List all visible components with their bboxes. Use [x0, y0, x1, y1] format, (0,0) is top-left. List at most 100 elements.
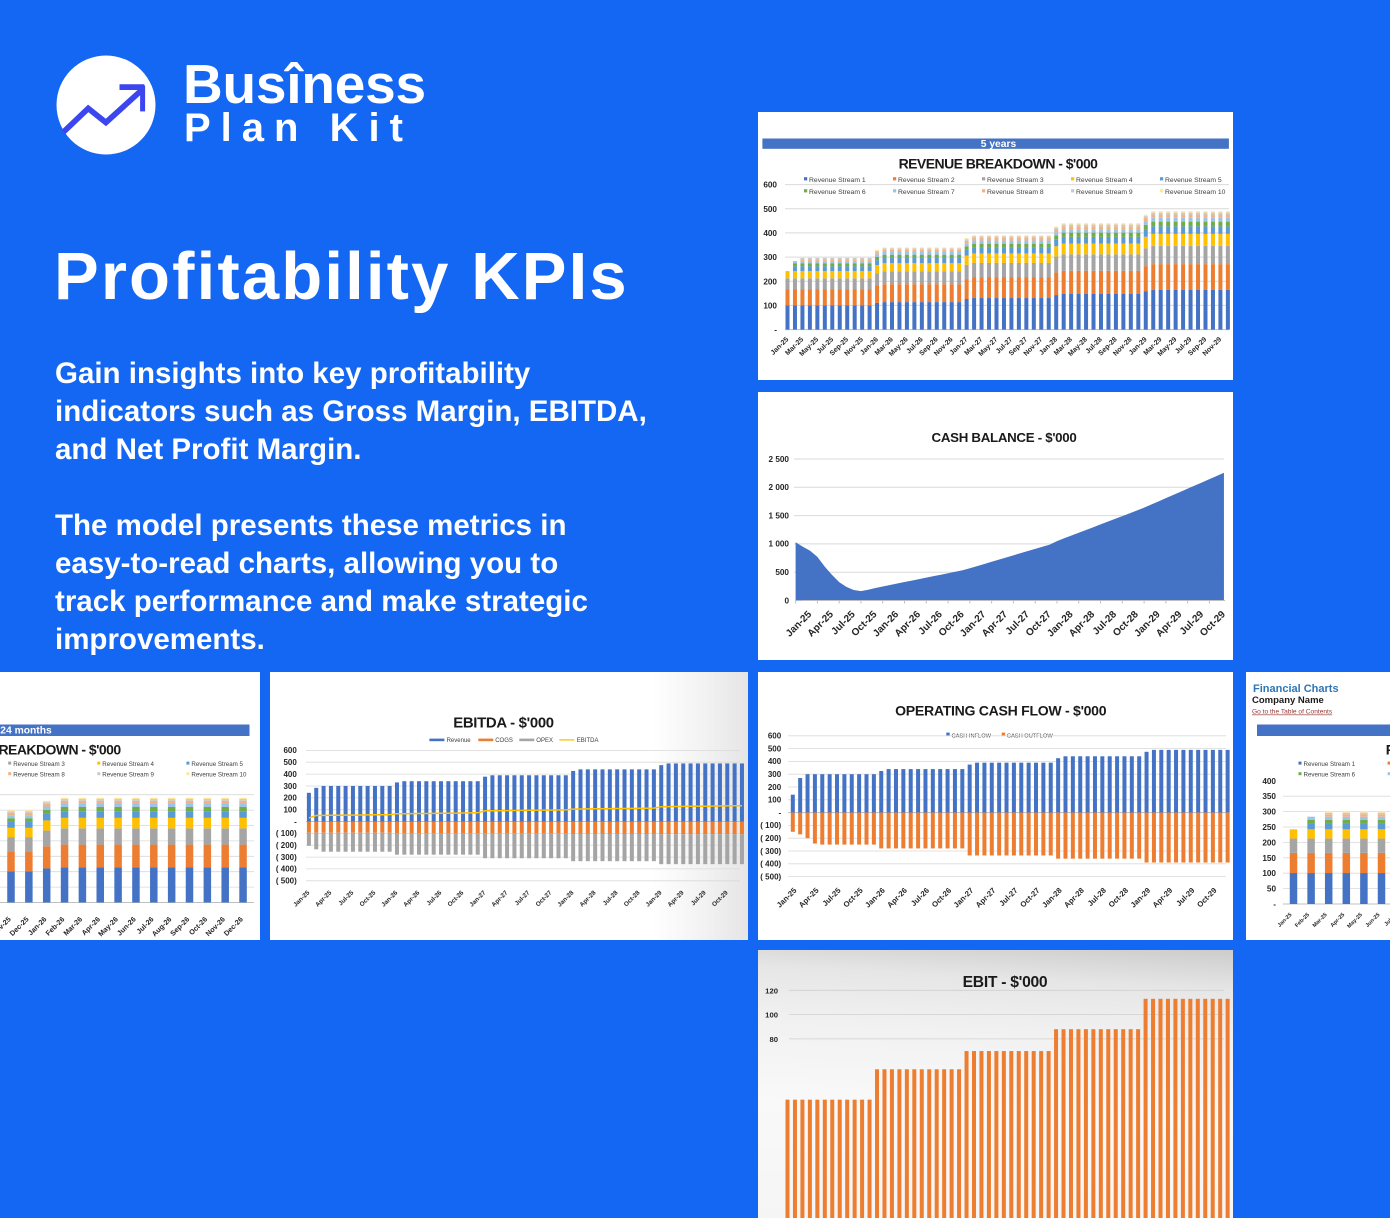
- svg-text:100: 100: [283, 806, 297, 815]
- svg-text:( 100): ( 100): [760, 821, 781, 830]
- svg-text:Apr-28: Apr-28: [1062, 885, 1086, 909]
- svg-text:200: 200: [768, 783, 782, 792]
- svg-text:Revenue Stream 7: Revenue Stream 7: [898, 189, 955, 196]
- svg-text:Oct-25: Oct-25: [358, 889, 377, 908]
- svg-text:Revenue Stream 8: Revenue Stream 8: [13, 772, 65, 779]
- svg-text:-: -: [1273, 900, 1276, 909]
- svg-text:Apr-27: Apr-27: [974, 886, 998, 910]
- svg-text:Financial Charts: Financial Charts: [1253, 683, 1339, 695]
- svg-text:May-25: May-25: [1346, 912, 1363, 929]
- svg-text:2 500: 2 500: [769, 455, 790, 464]
- svg-text:( 200): ( 200): [760, 834, 781, 843]
- svg-text:200: 200: [763, 277, 777, 286]
- svg-text:Apr-26: Apr-26: [402, 889, 421, 908]
- svg-text:Jul-27: Jul-27: [997, 886, 1019, 908]
- svg-text:Oct-29: Oct-29: [1198, 609, 1228, 639]
- svg-text:Oct-28: Oct-28: [1107, 885, 1131, 909]
- svg-text:EBITDA - $'000: EBITDA - $'000: [453, 716, 554, 732]
- svg-text:Jan-26: Jan-26: [380, 889, 399, 908]
- svg-text:Dec-25: Dec-25: [8, 915, 31, 938]
- svg-text:Nov-26: Nov-26: [204, 915, 227, 938]
- svg-text:Revenue Stream 4: Revenue Stream 4: [102, 761, 154, 768]
- svg-text:120: 120: [765, 986, 778, 995]
- svg-text:600: 600: [768, 732, 782, 741]
- svg-text:Oct-25: Oct-25: [841, 885, 865, 909]
- svg-text:Revenue Stream 3: Revenue Stream 3: [987, 177, 1044, 184]
- svg-text:Mar-25: Mar-25: [1312, 912, 1329, 929]
- svg-text:Feb-26: Feb-26: [44, 915, 67, 938]
- svg-text:OPERATING CASH FLOW - $'000: OPERATING CASH FLOW - $'000: [895, 703, 1107, 719]
- svg-text:Apr-28: Apr-28: [578, 889, 597, 908]
- svg-text:REVENUE BREAKDOWN - $'000: REVENUE BREAKDOWN - $'000: [0, 741, 121, 757]
- svg-text:Revenue Stream 9: Revenue Stream 9: [1076, 189, 1133, 196]
- svg-text:Revenue Stream 2: Revenue Stream 2: [898, 177, 955, 184]
- svg-text:80: 80: [769, 1035, 778, 1044]
- svg-text:Jan-28: Jan-28: [1040, 885, 1064, 909]
- svg-text:Jan-29: Jan-29: [1129, 886, 1153, 910]
- svg-text:-: -: [774, 326, 777, 335]
- svg-text:1 500: 1 500: [769, 511, 790, 520]
- svg-text:Jul-27: Jul-27: [514, 889, 532, 907]
- svg-text:400: 400: [283, 770, 297, 779]
- svg-text:Jan-27: Jan-27: [468, 889, 487, 908]
- svg-text:( 200): ( 200): [276, 841, 297, 850]
- svg-text:REVENUE BREAKDOWN - $'000: REVENUE BREAKDOWN - $'000: [1386, 741, 1390, 757]
- svg-text:Dec-26: Dec-26: [222, 915, 245, 938]
- svg-text:Jul-26: Jul-26: [909, 886, 931, 908]
- svg-text:Jun-26: Jun-26: [115, 915, 138, 938]
- svg-text:Oct-27: Oct-27: [1018, 886, 1041, 909]
- svg-text:Revenue Stream 10: Revenue Stream 10: [1165, 189, 1226, 196]
- svg-text:COGS: COGS: [495, 738, 513, 744]
- svg-text:EBIT - $'000: EBIT - $'000: [963, 974, 1048, 991]
- svg-text:Revenue Stream 5: Revenue Stream 5: [191, 761, 243, 768]
- svg-text:Jan-26: Jan-26: [863, 886, 887, 910]
- svg-text:500: 500: [768, 744, 782, 753]
- svg-text:Revenue Stream 9: Revenue Stream 9: [102, 772, 154, 779]
- svg-text:Go to the Table of Contents: Go to the Table of Contents: [1252, 709, 1333, 716]
- svg-text:Revenue Stream 5: Revenue Stream 5: [1165, 177, 1222, 184]
- svg-text:OPEX: OPEX: [536, 738, 553, 744]
- svg-text:200: 200: [1262, 838, 1276, 847]
- svg-text:Apr-25: Apr-25: [314, 889, 333, 908]
- svg-text:Revenue Stream 10: Revenue Stream 10: [191, 772, 247, 779]
- svg-text:-: -: [779, 808, 782, 817]
- svg-text:Oct-27: Oct-27: [535, 889, 554, 908]
- svg-text:EBITDA: EBITDA: [577, 738, 599, 744]
- svg-text:Oct-29: Oct-29: [711, 889, 730, 908]
- svg-text:Jun-25: Jun-25: [1365, 912, 1382, 929]
- svg-text:300: 300: [283, 782, 297, 791]
- svg-text:Jul-25: Jul-25: [1384, 912, 1390, 927]
- svg-text:350: 350: [1262, 792, 1276, 801]
- svg-text:Jan-28: Jan-28: [556, 889, 575, 908]
- svg-text:Revenue Stream 6: Revenue Stream 6: [1304, 772, 1356, 779]
- svg-text:400: 400: [763, 229, 777, 238]
- svg-text:Jan-25: Jan-25: [775, 885, 799, 909]
- svg-text:( 400): ( 400): [276, 865, 297, 874]
- svg-text:Jul-29: Jul-29: [1174, 886, 1196, 908]
- svg-text:Jul-26: Jul-26: [425, 889, 443, 907]
- svg-text:Mar-26: Mar-26: [61, 915, 84, 938]
- svg-text:500: 500: [763, 205, 777, 214]
- svg-text:( 400): ( 400): [760, 860, 781, 869]
- svg-text:200: 200: [283, 794, 297, 803]
- svg-text:CASH BALANCE - $'000: CASH BALANCE - $'000: [932, 430, 1077, 445]
- svg-text:400: 400: [1262, 777, 1276, 786]
- svg-text:Oct-26: Oct-26: [930, 886, 953, 909]
- svg-text:Revenue Stream 1: Revenue Stream 1: [809, 177, 866, 184]
- svg-text:Aug-26: Aug-26: [150, 915, 174, 939]
- svg-text:CASH OUTFLOW: CASH OUTFLOW: [1007, 733, 1053, 739]
- svg-text:Jan-29: Jan-29: [644, 889, 663, 908]
- svg-text:Sep-26: Sep-26: [168, 915, 191, 938]
- svg-text:-: -: [294, 817, 297, 826]
- svg-text:600: 600: [763, 181, 777, 190]
- svg-text:Company Name: Company Name: [1252, 695, 1324, 706]
- svg-text:500: 500: [775, 568, 789, 577]
- svg-text:Jul-25: Jul-25: [337, 889, 355, 907]
- svg-text:500: 500: [283, 758, 297, 767]
- svg-text:100: 100: [1262, 869, 1276, 878]
- svg-text:250: 250: [1262, 823, 1276, 832]
- svg-text:50: 50: [1267, 885, 1277, 894]
- svg-text:2 000: 2 000: [769, 483, 790, 492]
- svg-text:Oct-29: Oct-29: [1195, 886, 1218, 909]
- svg-text:Jan-25: Jan-25: [292, 889, 311, 908]
